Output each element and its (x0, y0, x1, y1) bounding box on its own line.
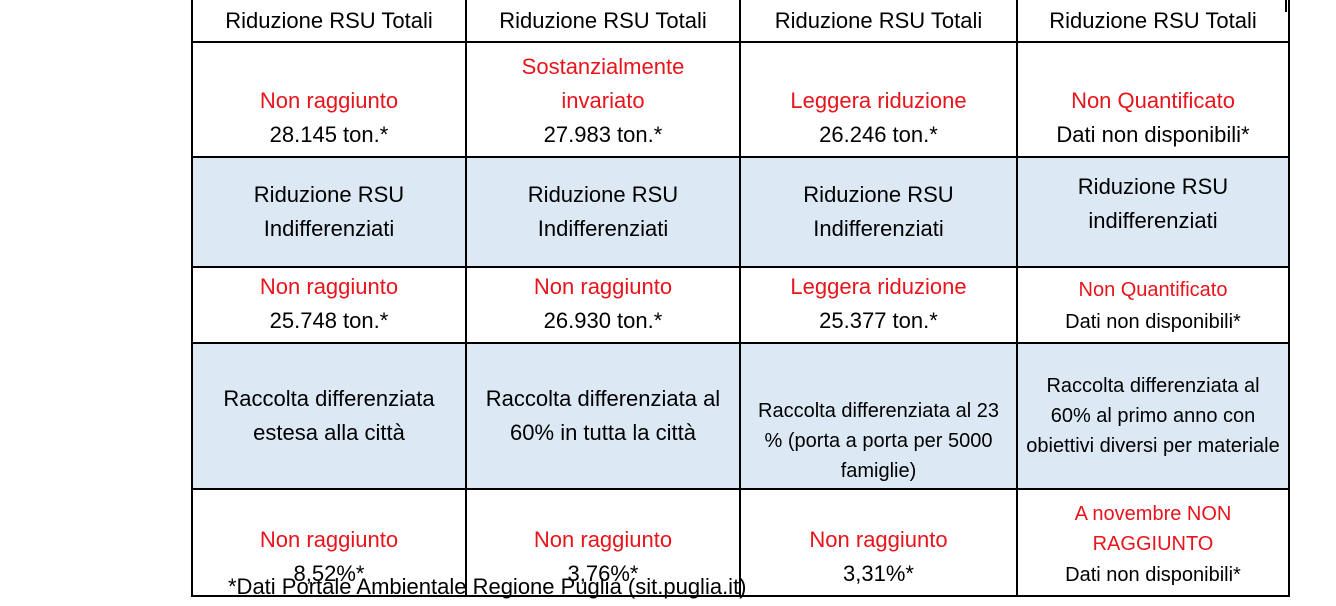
result-cell: Sostanzialmente invariato 27.983 ton.* (465, 41, 741, 158)
value-text: 28.145 ton.* (269, 122, 389, 147)
value-text: 25.748 ton.* (269, 308, 389, 333)
label-text: Raccolta differenziata al 60% in tutta l… (485, 386, 721, 445)
table-row-totali-results: Non raggiunto 28.145 ton.* Sostanzialmen… (191, 41, 1290, 158)
header-cell: Riduzione RSU Totali (191, 0, 467, 43)
status-text: Sostanzialmente invariato (521, 54, 685, 113)
table-row-indifferenziati-label: Riduzione RSU Indifferenziati Riduzione … (191, 156, 1290, 268)
value-text: 3,76%* (567, 561, 639, 586)
label-text: Raccolta differenziata al 60% al primo a… (1026, 375, 1280, 457)
table-row-header: Riduzione RSU Totali Riduzione RSU Total… (191, 0, 1290, 43)
label-text: Raccolta differenziata estesa alla città (223, 386, 435, 445)
value-text: 27.983 ton.* (543, 122, 663, 147)
result-cell: Non raggiunto 8,52%* (191, 488, 467, 597)
label-text: Riduzione RSU Indifferenziati (803, 182, 954, 241)
label-text: Riduzione RSU indifferenziati (1077, 174, 1229, 233)
label-cell: Raccolta differenziata al 60% in tutta l… (465, 342, 741, 490)
result-cell: A novembre NON RAGGIUNTO Dati non dispon… (1016, 488, 1290, 597)
result-cell: Leggera riduzione 25.377 ton.* (739, 266, 1018, 344)
label-text: Raccolta differenziata al 23 % (porta a … (758, 400, 999, 482)
value-text: 26.930 ton.* (543, 308, 663, 333)
status-text: Non raggiunto (259, 88, 399, 113)
label-cell: Riduzione RSU indifferenziati (1016, 156, 1290, 268)
result-cell: Non raggiunto 26.930 ton.* (465, 266, 741, 344)
value-text: 26.246 ton.* (819, 122, 938, 147)
status-text: Non Quantificato (1071, 88, 1235, 113)
table-row-indifferenziati-results: Non raggiunto 25.748 ton.* Non raggiunto… (191, 266, 1290, 344)
label-cell: Raccolta differenziata estesa alla città (191, 342, 467, 490)
result-cell: Non raggiunto 3,76%* (465, 488, 741, 597)
status-text: Non raggiunto (259, 527, 399, 552)
value-text: Dati non disponibili* (1065, 311, 1241, 333)
value-text: 25.377 ton.* (819, 308, 938, 333)
label-text: Riduzione RSU Indifferenziati (253, 182, 405, 241)
status-text: A novembre NON RAGGIUNTO (1074, 503, 1232, 555)
status-text: Non raggiunto (533, 527, 673, 552)
label-cell: Riduzione RSU Indifferenziati (191, 156, 467, 268)
value-text: Dati non disponibili* (1065, 564, 1241, 586)
result-cell: Non raggiunto 25.748 ton.* (191, 266, 467, 344)
footnote: *Dati Portale Ambientale Regione Puglia … (228, 574, 747, 599)
value-text: Dati non disponibili* (1056, 122, 1250, 147)
status-text: Non raggiunto (533, 274, 673, 299)
header-cell: Riduzione RSU Totali (1016, 0, 1290, 43)
value-text: 8,52%* (293, 561, 365, 586)
status-text: Non raggiunto (259, 274, 399, 299)
label-cell: Riduzione RSU Indifferenziati (739, 156, 1018, 268)
label-cell: Riduzione RSU Indifferenziati (465, 156, 741, 268)
table-row-differenziata-label: Raccolta differenziata estesa alla città… (191, 342, 1290, 490)
result-cell: Non Quantificato Dati non disponibili* (1016, 41, 1290, 158)
label-text: Riduzione RSU Indifferenziati (527, 182, 679, 241)
header-cell: Riduzione RSU Totali (739, 0, 1018, 43)
status-text: Non raggiunto (809, 527, 948, 552)
label-cell: Raccolta differenziata al 23 % (porta a … (739, 342, 1018, 490)
result-cell: Non Quantificato Dati non disponibili* (1016, 266, 1290, 344)
status-text: Non Quantificato (1078, 279, 1228, 301)
result-cell: Non raggiunto 28.145 ton.* (191, 41, 467, 158)
status-text: Leggera riduzione (790, 88, 967, 113)
results-table: Riduzione RSU Totali Riduzione RSU Total… (191, 0, 1290, 597)
header-cell: Riduzione RSU Totali (465, 0, 741, 43)
value-text: 3,31%* (843, 561, 914, 586)
label-cell: Raccolta differenziata al 60% al primo a… (1016, 342, 1290, 490)
result-cell: Non raggiunto 3,31%* (739, 488, 1018, 597)
result-cell: Leggera riduzione 26.246 ton.* (739, 41, 1018, 158)
table-row-differenziata-results: Non raggiunto 8,52%* Non raggiunto 3,76%… (191, 488, 1290, 597)
status-text: Leggera riduzione (790, 274, 967, 299)
